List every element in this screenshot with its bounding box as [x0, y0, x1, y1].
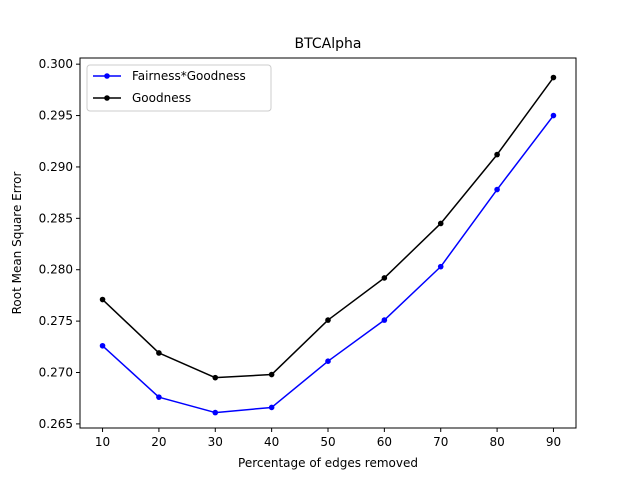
- plot-area: [80, 58, 576, 428]
- legend-entry: Fairness*Goodness: [93, 69, 246, 83]
- y-tick-label: 0.295: [39, 109, 73, 123]
- y-axis: 0.265 0.270 0.275 0.280 0.285 0.290 0.295 0.300: [39, 57, 80, 431]
- data-point: [156, 350, 162, 356]
- x-tick-label: 80: [489, 435, 504, 449]
- series-layer: [99, 74, 557, 416]
- x-tick-label: 60: [377, 435, 392, 449]
- data-point: [99, 296, 106, 303]
- data-point: [437, 220, 444, 227]
- y-tick-label: 0.300: [39, 57, 73, 71]
- x-tick-label: 90: [546, 435, 561, 449]
- plot-frame: [79, 57, 577, 429]
- series-fairness-goodness: [99, 112, 557, 416]
- legend-marker: [104, 95, 110, 101]
- data-point: [212, 409, 219, 416]
- data-point: [325, 317, 331, 323]
- legend-label: Goodness: [132, 91, 191, 105]
- y-tick-label: 0.265: [39, 417, 73, 431]
- x-axis: 10 20 30 40 50 60 70 80 90: [95, 428, 561, 449]
- x-tick-label: 10: [95, 435, 110, 449]
- data-point: [381, 317, 388, 323]
- data-point: [550, 112, 557, 119]
- chart-title: BTCAlpha: [295, 36, 362, 52]
- x-tick-label: 70: [433, 435, 448, 449]
- data-point: [381, 275, 388, 281]
- x-tick-label: 20: [151, 435, 166, 449]
- data-point: [494, 151, 500, 158]
- data-point: [268, 404, 275, 411]
- legend-entry: Goodness: [93, 91, 191, 105]
- legend: Fairness*Goodness Goodness: [86, 64, 272, 112]
- y-axis-label: Root Mean Square Error: [10, 172, 24, 315]
- legend-box: [86, 64, 272, 112]
- y-tick-label: 0.270: [39, 366, 73, 380]
- data-point: [268, 371, 275, 378]
- plot-background: [80, 58, 576, 428]
- x-tick-label: 50: [320, 435, 335, 449]
- legend-label: Fairness*Goodness: [132, 69, 246, 83]
- data-point: [99, 342, 106, 349]
- series-goodness: [99, 74, 557, 381]
- y-tick-label: 0.290: [39, 160, 73, 174]
- data-point: [212, 374, 219, 381]
- x-tick-label: 30: [208, 435, 223, 449]
- y-tick-label: 0.285: [39, 211, 73, 225]
- data-point: [325, 358, 331, 364]
- x-tick-label: 40: [264, 435, 279, 449]
- x-axis-label: Percentage of edges removed: [238, 456, 418, 470]
- data-point: [550, 74, 557, 81]
- data-point: [437, 263, 444, 270]
- legend-marker: [104, 73, 110, 79]
- y-tick-label: 0.275: [39, 314, 73, 328]
- data-point: [156, 394, 162, 400]
- y-tick-label: 0.280: [39, 263, 73, 277]
- data-point: [494, 186, 500, 193]
